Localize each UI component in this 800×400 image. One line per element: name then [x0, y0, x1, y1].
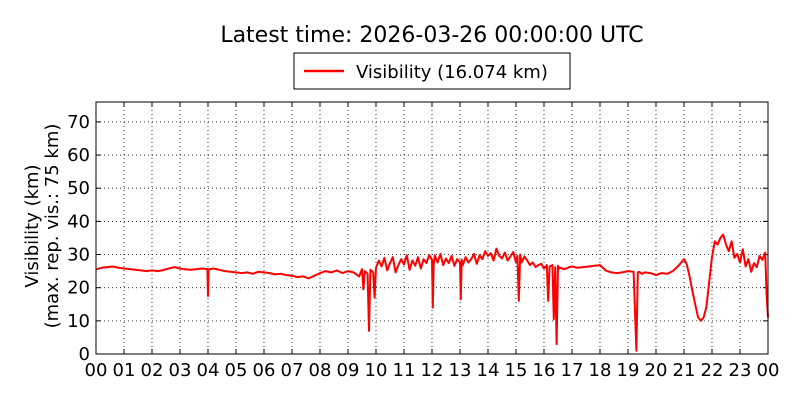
y-tick-label: 20 — [67, 278, 90, 299]
y-tick-label: 30 — [67, 245, 90, 266]
x-tick-label: 04 — [197, 360, 220, 381]
x-tick-label: 01 — [113, 360, 136, 381]
y-tick-label: 60 — [67, 145, 90, 166]
x-tick-label: 11 — [393, 360, 416, 381]
y-axis-label-line1: Visibility (km) — [22, 164, 43, 287]
legend: Visibility (16.074 km) — [293, 52, 571, 90]
legend-label: Visibility (16.074 km) — [356, 62, 548, 83]
y-axis-ticks: 0 10 20 30 40 50 60 70 — [67, 112, 768, 365]
x-tick-label: 08 — [309, 360, 332, 381]
x-tick-label: 07 — [281, 360, 304, 381]
x-tick-label: 19 — [617, 360, 640, 381]
x-tick-label: 16 — [533, 360, 556, 381]
x-tick-label: 00 — [757, 360, 780, 381]
y-tick-label: 40 — [67, 211, 90, 232]
x-tick-label: 09 — [337, 360, 360, 381]
chart-title: Latest time: 2026-03-26 00:00:00 UTC — [220, 23, 643, 48]
x-tick-label: 05 — [225, 360, 248, 381]
x-tick-label: 15 — [505, 360, 528, 381]
x-tick-label: 00 — [85, 360, 108, 381]
y-axis-label: Visibility (km) (max. rep. vis.: 75 km) — [22, 124, 63, 329]
x-tick-label: 20 — [645, 360, 668, 381]
y-tick-label: 0 — [79, 344, 90, 365]
series-line-visibility — [95, 233, 769, 352]
y-tick-label: 10 — [67, 311, 90, 332]
x-tick-label: 13 — [449, 360, 472, 381]
y-tick-label: 50 — [67, 178, 90, 199]
x-tick-label: 22 — [701, 360, 724, 381]
x-tick-label: 02 — [141, 360, 164, 381]
x-tick-label: 10 — [365, 360, 388, 381]
plot-frame — [95, 101, 769, 355]
grid-lines — [96, 102, 768, 354]
x-tick-label: 18 — [589, 360, 612, 381]
x-tick-label: 06 — [253, 360, 276, 381]
y-axis-label-line2: (max. rep. vis.: 75 km) — [42, 124, 63, 329]
x-tick-label: 12 — [421, 360, 444, 381]
x-tick-label: 23 — [729, 360, 752, 381]
x-tick-label: 14 — [477, 360, 500, 381]
y-tick-label: 70 — [67, 112, 90, 133]
x-tick-label: 21 — [673, 360, 696, 381]
x-axis-ticks: 00 01 02 03 04 05 06 07 08 09 10 11 12 13 14 15 16 17 18 19… — [85, 102, 780, 381]
x-tick-label: 03 — [169, 360, 192, 381]
x-tick-label: 17 — [561, 360, 584, 381]
